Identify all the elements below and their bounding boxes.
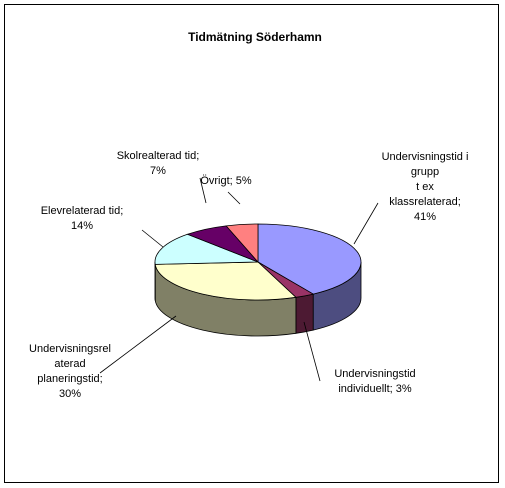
data-label: 7% [150,165,166,177]
chart-title: Tidmätning Söderhamn [188,30,322,44]
data-label: planeringstid; [37,373,102,385]
data-label: Undervisningstid i [382,151,469,163]
data-label: 41% [414,211,436,223]
data-label: klassrelaterad; [389,196,461,208]
leader-line [141,229,164,248]
data-label: aterad [54,358,85,370]
data-label: 30% [59,388,81,400]
data-label: Övrigt; 5% [200,175,252,187]
data-label: 14% [71,220,93,232]
leader-line [227,191,241,205]
pie-slice [154,233,259,265]
pie-slice [154,261,297,301]
leader-line [99,315,177,374]
data-label: grupp [411,166,439,178]
data-label: Undervisningsrel [29,343,111,355]
leader-line [303,321,321,382]
leader-line [353,202,379,245]
pie-slice [225,223,259,264]
data-label: individuellt; 3% [338,383,412,395]
leader-line [199,177,207,204]
data-label: Skolrealterad tid; [117,150,200,162]
data-label: t ex [416,181,434,193]
data-label: Elevrelaterad tid; [41,205,124,217]
pie-slice-side [295,293,314,334]
data-label: Undervisningstid [334,368,415,380]
